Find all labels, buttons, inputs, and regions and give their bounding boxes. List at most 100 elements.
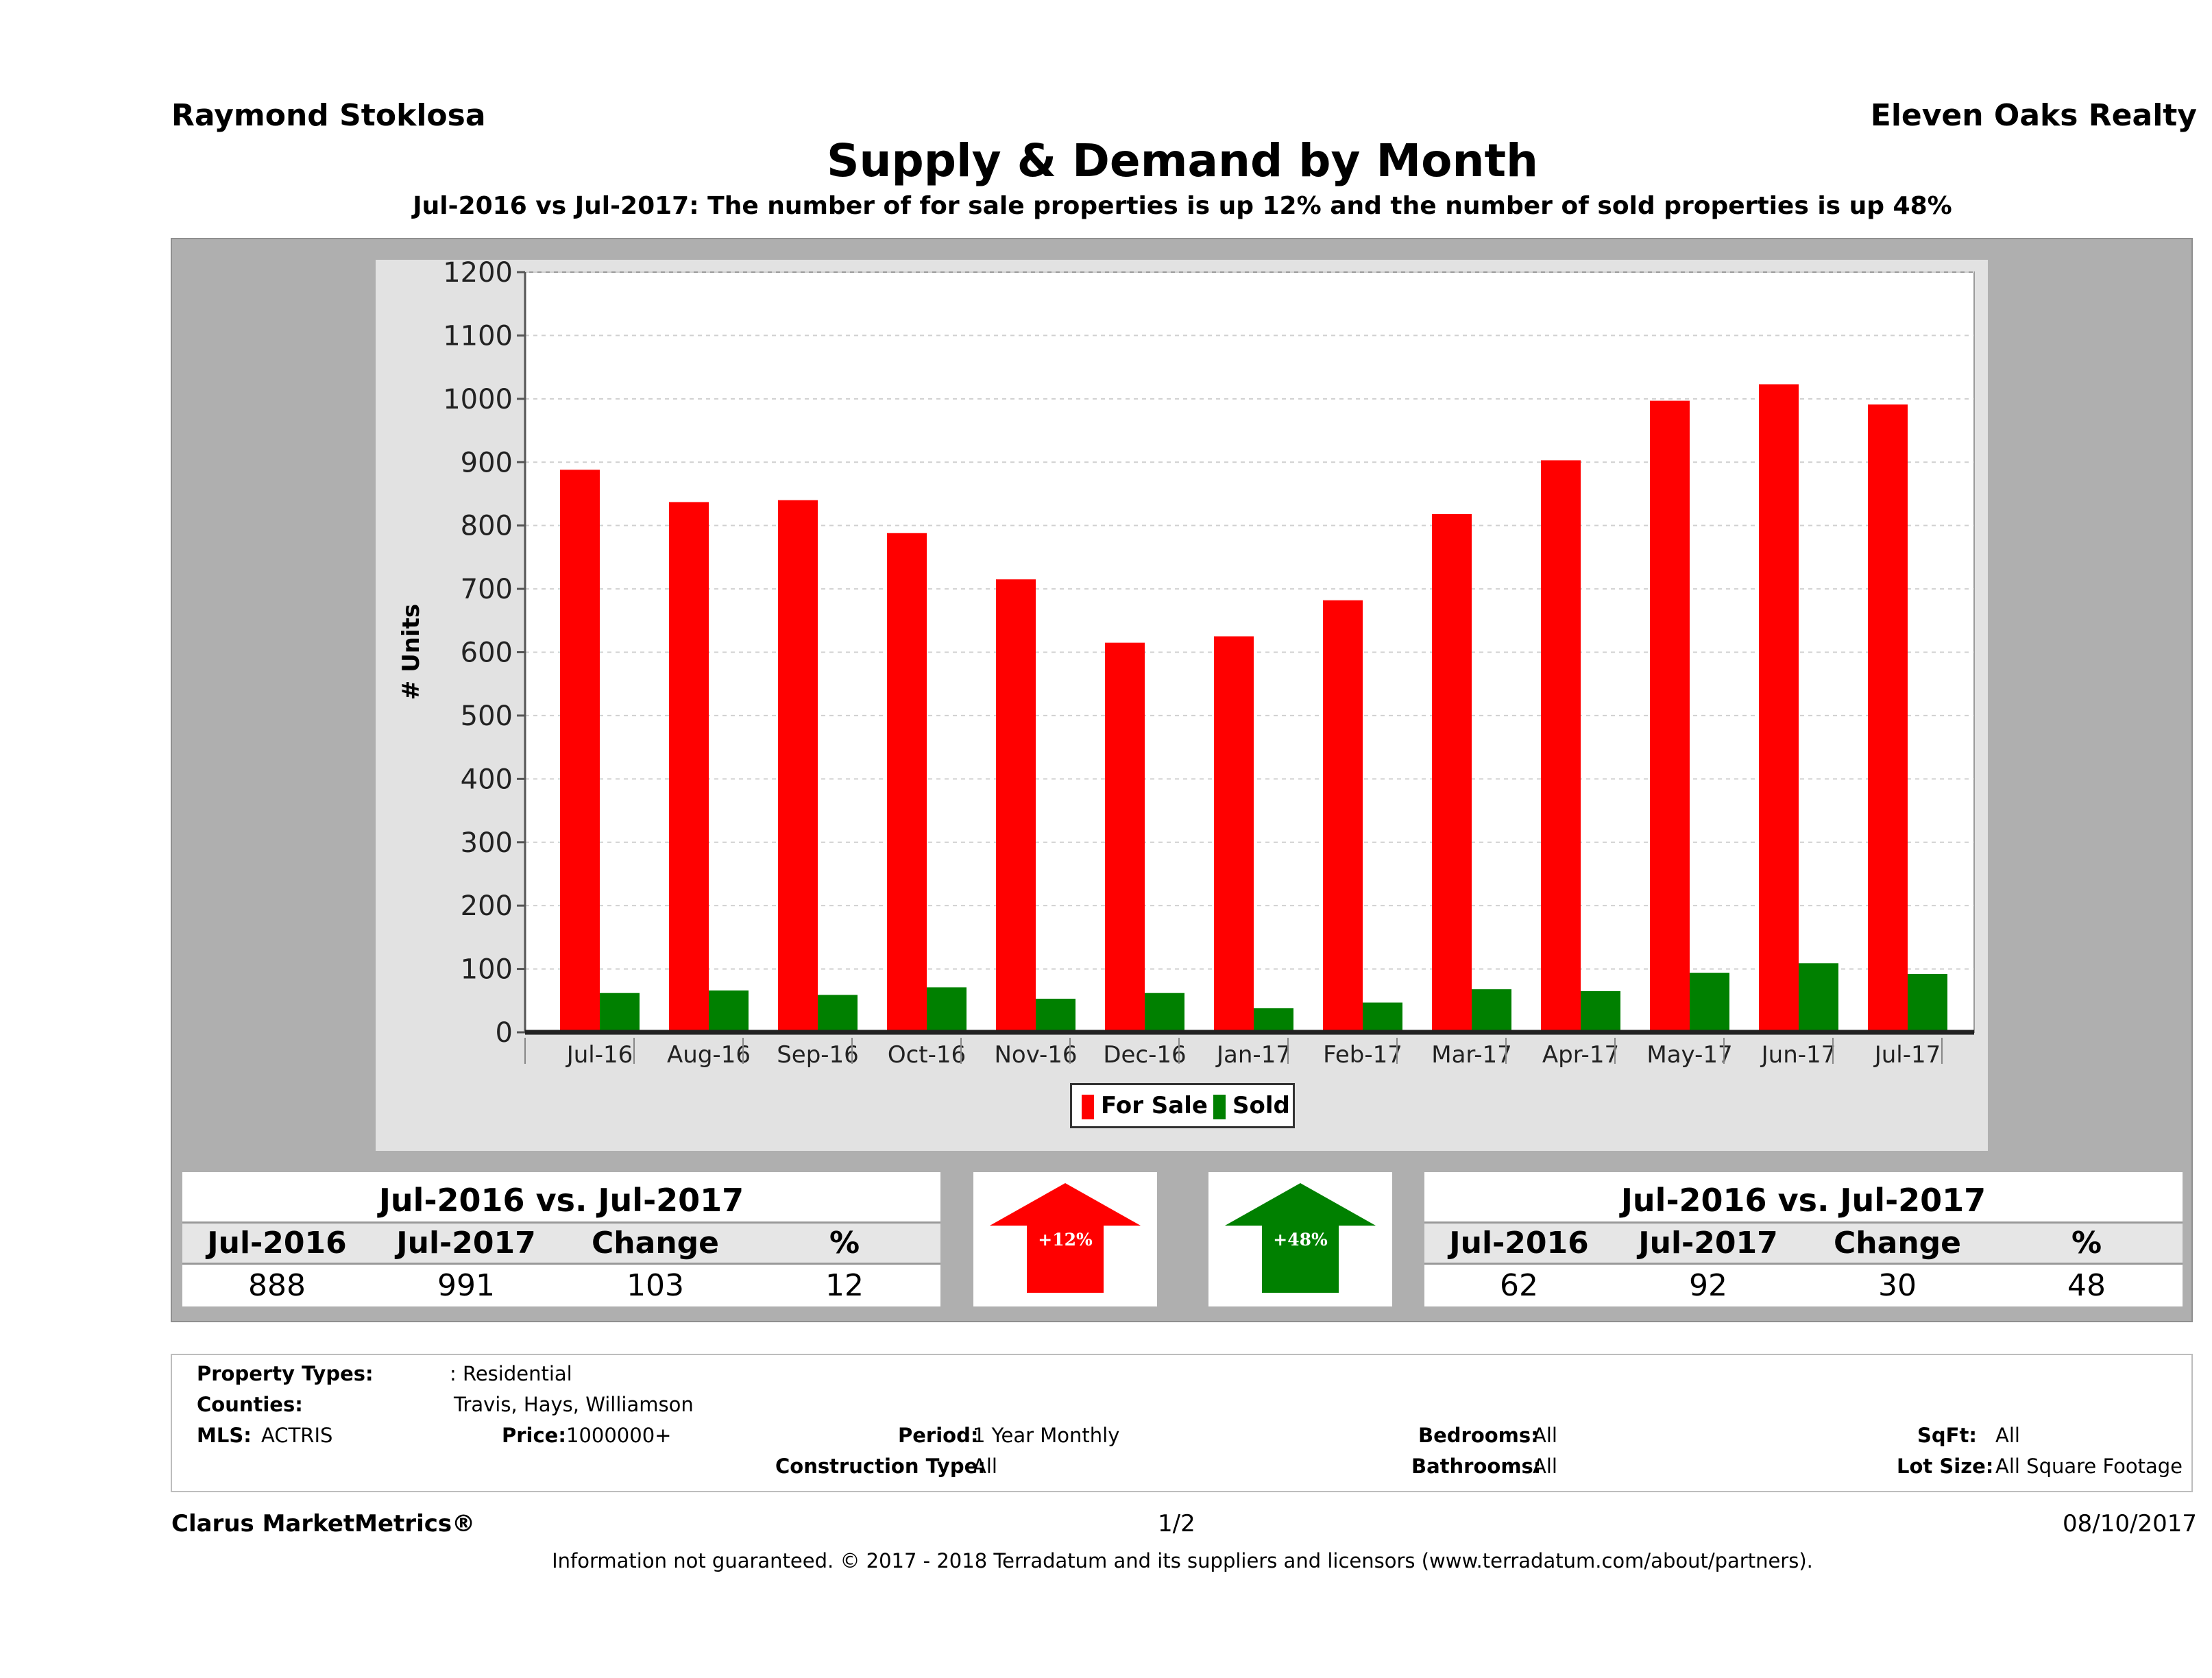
bar-for-sale	[669, 502, 709, 1032]
sold-stats-header-row	[1424, 1221, 2183, 1263]
legend-label-sold: Sold	[1232, 1092, 1290, 1119]
bedrooms-label: Bedrooms:	[1418, 1424, 1539, 1447]
bar-sold	[1690, 973, 1729, 1032]
period-value: 1 Year Monthly	[973, 1424, 1120, 1447]
sold-arrow-label: +48%	[1273, 1230, 1328, 1250]
y-axis-label: # Units	[398, 604, 425, 700]
for-sale-header-jul2016: Jul-2016	[207, 1226, 347, 1261]
bar-sold	[1036, 999, 1075, 1032]
y-tick-label: 0	[496, 1017, 513, 1049]
bar-for-sale	[560, 470, 600, 1032]
bathrooms-value: All	[1533, 1455, 1557, 1478]
x-tick-label: Jun-17	[1760, 1041, 1836, 1069]
bar-for-sale	[1432, 514, 1472, 1032]
bar-for-sale	[1759, 384, 1799, 1032]
sold-header-jul2017: Jul-2017	[1638, 1226, 1778, 1261]
bar-chart: 0 100 200 300 400 500 600 700 800 900 1000 1100 1200…	[398, 260, 1975, 1069]
bar-for-sale	[1105, 642, 1145, 1032]
bar-sold	[1363, 1002, 1402, 1032]
sqft-label: SqFt:	[1917, 1424, 1977, 1447]
x-tick-label: Apr-17	[1542, 1041, 1619, 1069]
x-tick-label: Nov-16	[995, 1041, 1078, 1069]
sold-header-jul2016: Jul-2016	[1449, 1226, 1589, 1261]
bar-for-sale	[778, 500, 818, 1032]
legend-swatch-sold	[1213, 1095, 1226, 1119]
for-sale-value-jul2017: 991	[437, 1268, 495, 1303]
bar-sold	[1908, 973, 1947, 1032]
lot-size-label: Lot Size:	[1897, 1455, 1994, 1478]
bar-for-sale	[887, 533, 927, 1032]
y-tick-label: 300	[461, 827, 513, 859]
property-types-value: : Residential	[450, 1362, 572, 1385]
bedrooms-value: All	[1533, 1424, 1557, 1447]
x-tick-label: Jan-17	[1215, 1041, 1291, 1069]
y-tick-label: 100	[461, 954, 513, 986]
x-tick-label: Oct-16	[888, 1041, 966, 1069]
y-tick-label: 500	[461, 701, 513, 732]
x-tick-label: Jul-17	[1873, 1041, 1941, 1069]
bar-for-sale	[1868, 404, 1908, 1032]
mls-label: MLS:	[197, 1424, 252, 1447]
y-tick-label: 200	[461, 890, 513, 922]
agent-name: Raymond Stoklosa	[171, 98, 486, 133]
y-tick-label: 400	[461, 764, 513, 795]
y-tick-label: 600	[461, 637, 513, 669]
for-sale-value-change: 103	[627, 1268, 684, 1303]
sold-stats-title: Jul-2016 vs. Jul-2017	[1620, 1182, 1986, 1219]
bar-for-sale	[1214, 636, 1254, 1032]
bar-sold	[1145, 993, 1184, 1032]
counties-label: Counties:	[197, 1393, 303, 1416]
bar-sold	[1472, 989, 1511, 1032]
for-sale-arrow-label: +12%	[1038, 1230, 1093, 1250]
price-label: Price:	[502, 1424, 566, 1447]
bar-for-sale	[1541, 460, 1581, 1032]
report-date: 08/10/2017	[2063, 1510, 2197, 1537]
for-sale-stats-table: Jul-2016 vs. Jul-2017 Jul-2016 Jul-2017 …	[182, 1172, 940, 1306]
sold-stats-table: Jul-2016 vs. Jul-2017 Jul-2016 Jul-2017 …	[1424, 1172, 2183, 1306]
bar-for-sale	[996, 579, 1036, 1032]
sold-value-change: 30	[1878, 1268, 1917, 1303]
for-sale-value-jul2016: 888	[248, 1268, 306, 1303]
bar-sold	[709, 990, 749, 1032]
y-tick-label: 1000	[443, 384, 513, 415]
brokerage-name: Eleven Oaks Realty	[1870, 98, 2197, 133]
period-label: Period:	[898, 1424, 979, 1447]
y-tick-label: 900	[461, 447, 513, 478]
construction-type-value: All	[973, 1455, 997, 1478]
y-tick-label: 800	[461, 511, 513, 542]
product-name: Clarus MarketMetrics®	[171, 1510, 476, 1537]
sqft-value: All	[1995, 1424, 2020, 1447]
up-arrow-icon	[990, 1183, 1141, 1293]
report-subtitle: Jul-2016 vs Jul-2017: The number of for …	[413, 192, 1952, 220]
x-tick-label: Mar-17	[1431, 1041, 1512, 1069]
chart-area: 0 100 200 300 400 500 600 700 800 900 1000 1100 1200…	[376, 260, 1988, 1151]
sold-header-pct: %	[2071, 1226, 2102, 1261]
bar-sold	[927, 987, 967, 1032]
x-tick-label: Jul-16	[566, 1041, 633, 1069]
sold-change-arrow: +48%	[1208, 1172, 1392, 1306]
bar-sold	[1581, 990, 1620, 1032]
legend-swatch-for-sale	[1082, 1095, 1094, 1119]
construction-type-label: Construction Type:	[775, 1455, 986, 1478]
for-sale-header-jul2017: Jul-2017	[396, 1226, 536, 1261]
sold-header-change: Change	[1834, 1226, 1961, 1261]
up-arrow-icon	[1225, 1183, 1376, 1293]
bathrooms-label: Bathrooms:	[1411, 1455, 1542, 1478]
for-sale-stats-title: Jul-2016 vs. Jul-2017	[378, 1182, 744, 1219]
bar-sold	[600, 993, 640, 1032]
for-sale-header-change: Change	[592, 1226, 719, 1261]
legend-label-for-sale: For Sale	[1101, 1092, 1208, 1119]
bar-sold	[1799, 963, 1838, 1032]
lot-size-value: All Square Footage	[1995, 1455, 2183, 1478]
page-number: 1/2	[1158, 1510, 1195, 1537]
bar-for-sale	[1323, 600, 1363, 1032]
sold-value-jul2017: 92	[1689, 1268, 1727, 1303]
bar-sold	[1254, 1008, 1293, 1032]
bar-for-sale	[1650, 400, 1690, 1032]
filter-criteria-panel: Property Types: : Residential Counties: …	[171, 1354, 2193, 1492]
sold-value-pct: 48	[2067, 1268, 2106, 1303]
property-types-label: Property Types:	[197, 1362, 374, 1385]
y-tick-label: 1200	[443, 260, 513, 289]
x-tick-label: Aug-16	[667, 1041, 751, 1069]
for-sale-change-arrow: +12%	[973, 1172, 1157, 1306]
